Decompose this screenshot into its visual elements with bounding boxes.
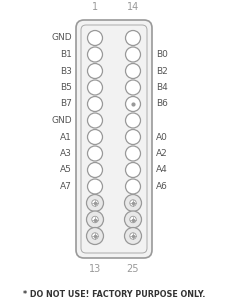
Text: A7: A7 <box>60 182 72 191</box>
Text: 14: 14 <box>126 2 138 12</box>
Text: B5: B5 <box>60 83 72 92</box>
Circle shape <box>87 179 102 194</box>
Text: 25: 25 <box>126 264 139 274</box>
Circle shape <box>86 227 103 244</box>
Circle shape <box>125 146 140 161</box>
Circle shape <box>125 179 140 194</box>
Text: * DO NOT USE! FACTORY PURPOSE ONLY.: * DO NOT USE! FACTORY PURPOSE ONLY. <box>23 290 204 299</box>
Text: B3: B3 <box>60 67 72 76</box>
Circle shape <box>125 113 140 128</box>
Circle shape <box>124 227 141 244</box>
Circle shape <box>91 216 98 223</box>
Circle shape <box>125 64 140 79</box>
Text: A5: A5 <box>60 166 72 175</box>
Text: GND: GND <box>51 34 72 43</box>
Text: B6: B6 <box>155 100 167 109</box>
Circle shape <box>124 211 141 228</box>
Circle shape <box>87 64 102 79</box>
Circle shape <box>86 211 103 228</box>
Circle shape <box>125 31 140 46</box>
Circle shape <box>125 97 140 112</box>
Text: 13: 13 <box>89 264 101 274</box>
Text: 1: 1 <box>91 2 98 12</box>
Circle shape <box>87 163 102 178</box>
Circle shape <box>125 163 140 178</box>
Text: A3: A3 <box>60 149 72 158</box>
Circle shape <box>124 194 141 212</box>
Text: A4: A4 <box>155 166 167 175</box>
Circle shape <box>129 233 136 239</box>
Text: A6: A6 <box>155 182 167 191</box>
Circle shape <box>87 130 102 145</box>
Circle shape <box>129 200 136 206</box>
Circle shape <box>91 200 98 206</box>
Circle shape <box>129 216 136 223</box>
Text: A2: A2 <box>155 149 167 158</box>
Text: A1: A1 <box>60 133 72 142</box>
Circle shape <box>125 80 140 95</box>
Circle shape <box>87 113 102 128</box>
FancyBboxPatch shape <box>76 20 151 258</box>
Text: B7: B7 <box>60 100 72 109</box>
Circle shape <box>87 31 102 46</box>
Circle shape <box>125 130 140 145</box>
Circle shape <box>91 233 98 239</box>
Text: A0: A0 <box>155 133 167 142</box>
Circle shape <box>125 47 140 62</box>
Circle shape <box>87 146 102 161</box>
Circle shape <box>87 97 102 112</box>
Text: GND: GND <box>51 116 72 125</box>
Text: B1: B1 <box>60 50 72 59</box>
Text: B4: B4 <box>155 83 167 92</box>
Text: B0: B0 <box>155 50 167 59</box>
Circle shape <box>87 47 102 62</box>
Circle shape <box>86 194 103 212</box>
Circle shape <box>87 80 102 95</box>
Text: B2: B2 <box>155 67 167 76</box>
